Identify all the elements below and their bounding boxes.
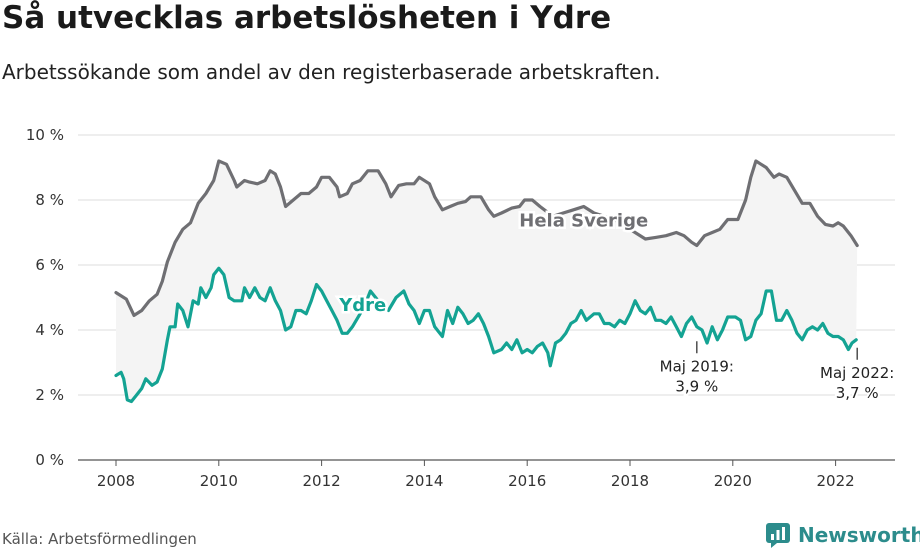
chart-title: Så utvecklas arbetslösheten i Ydre [2,0,612,36]
y-axis-ticks: 0 % 2 % 4 % 6 % 8 % 10 % [26,126,64,469]
y-tick-label: 0 % [35,451,64,469]
brand-name: Newsworthy [798,523,920,547]
y-tick-label: 6 % [35,256,64,274]
x-tick-label: 2016 [508,472,546,490]
series-label-hela-sverige: Hela Sverige [519,211,648,232]
x-tick-label: 2018 [611,472,649,490]
x-tick-label: 2022 [817,472,855,490]
annotation-label: Maj 2019: [660,357,734,375]
newsworthy-logo[interactable]: Newsworthy [766,520,920,550]
x-axis-ticks: 2008 2010 2012 2014 2016 2018 2020 2022 [97,460,855,490]
y-tick-label: 2 % [35,386,64,404]
series-labels: Hela Sverige Ydre [336,208,651,319]
annotation-label: Maj 2022: [820,364,894,382]
newsworthy-chart-icon [766,523,790,548]
series-label-ydre: Ydre [338,295,386,316]
x-tick-label: 2008 [97,472,135,490]
y-tick-label: 10 % [26,126,64,144]
x-tick-label: 2014 [405,472,443,490]
annotations: Maj 2019: 3,9 % Maj 2022: 3,7 % [658,341,896,404]
x-tick-label: 2020 [714,472,752,490]
gap-band [116,161,858,402]
y-tick-label: 4 % [35,321,64,339]
annotation-value: 3,9 % [675,377,718,395]
chart-subtitle: Arbetssökande som andel av den registerb… [2,60,661,84]
series-lines [114,159,859,404]
series-line-ydre [114,266,858,404]
series-line-hela-sverige [114,159,859,317]
y-tick-label: 8 % [35,191,64,209]
annotation-value: 3,7 % [836,384,879,402]
x-tick-label: 2010 [200,472,238,490]
x-tick-label: 2012 [303,472,341,490]
source-note: Källa: Arbetsförmedlingen [2,530,197,548]
